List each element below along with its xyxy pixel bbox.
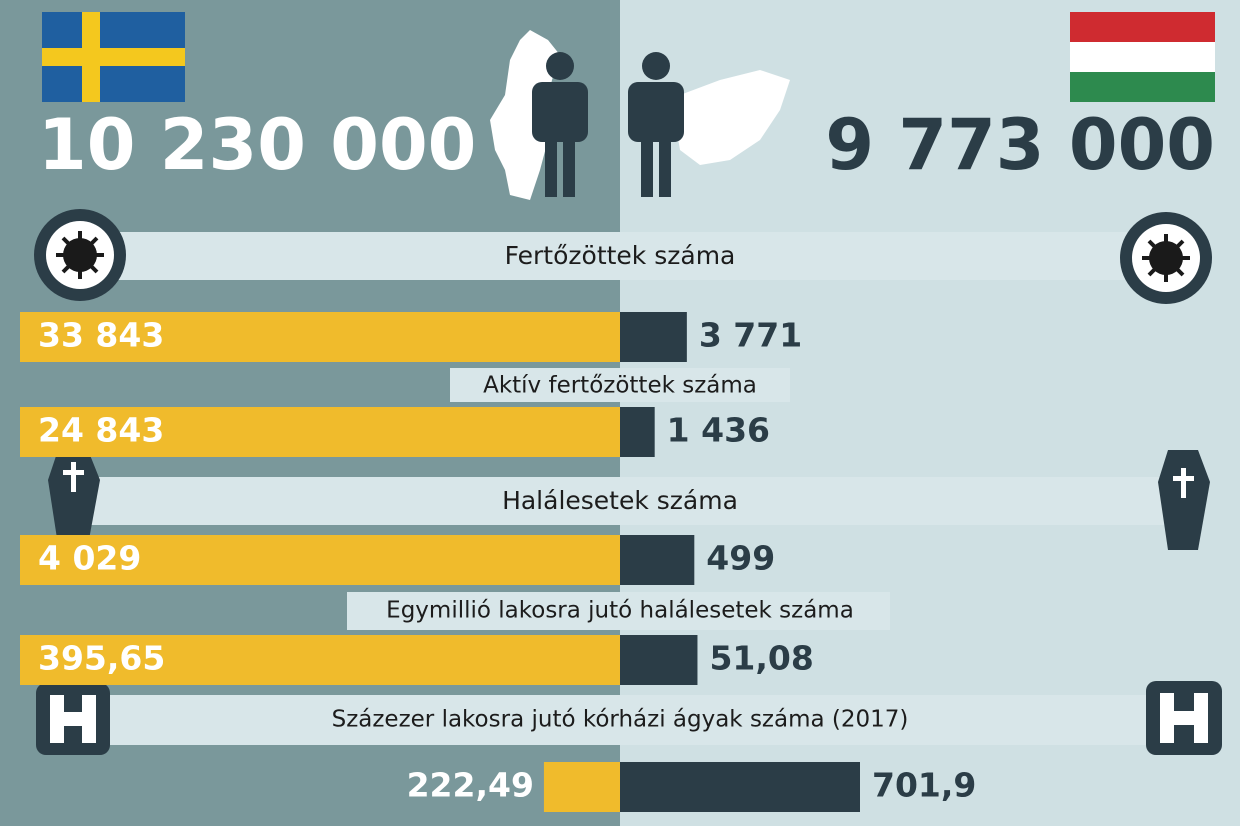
metric-title: Aktív fertőzöttek száma xyxy=(483,373,757,399)
metric-title: Fertőzöttek száma xyxy=(505,241,736,270)
coffin-icon xyxy=(48,450,100,545)
hospital-icon xyxy=(36,683,110,755)
virus-icon xyxy=(1120,212,1212,304)
value-label: 4 029 xyxy=(38,539,141,578)
sweden-flag xyxy=(42,12,185,102)
value-label: 701,9 xyxy=(872,766,976,805)
bar-sweden xyxy=(20,535,620,585)
value-label: 24 843 xyxy=(38,411,164,450)
value-label: 51,08 xyxy=(709,639,813,678)
title-band xyxy=(80,232,1165,280)
subtitle-band xyxy=(347,592,890,630)
bar-sweden xyxy=(20,635,620,685)
bar-hungary xyxy=(620,762,860,812)
bar-hungary xyxy=(620,535,695,585)
hungary-population: 9 773 000 xyxy=(825,104,1215,186)
person-icons xyxy=(532,52,684,197)
bar-hungary xyxy=(620,407,655,457)
bar-sweden xyxy=(543,762,620,812)
hungary-flag xyxy=(1070,12,1215,102)
metric-rows: Fertőzöttek száma 33 843 3 771 Aktív fertőz… xyxy=(20,241,976,812)
title-band xyxy=(72,695,1182,745)
bar-sweden xyxy=(20,312,620,362)
hospital-icon xyxy=(1146,681,1222,755)
value-label: 395,65 xyxy=(38,639,165,678)
value-label: 499 xyxy=(706,539,775,578)
bar-hungary xyxy=(620,312,687,362)
title-band xyxy=(80,477,1185,525)
bar-sweden xyxy=(20,407,620,457)
coffin-icon xyxy=(1158,450,1210,550)
subtitle-band xyxy=(450,368,790,402)
metric-title: Egymillió lakosra jutó halálesetek száma xyxy=(386,598,854,624)
value-label: 3 771 xyxy=(699,316,802,355)
hungary-map xyxy=(675,70,790,165)
bar-hungary xyxy=(620,635,698,685)
value-label: 1 436 xyxy=(667,411,770,450)
value-label: 222,49 xyxy=(407,766,534,805)
virus-icon xyxy=(34,209,126,301)
sweden-map xyxy=(490,30,560,200)
sweden-population: 10 230 000 xyxy=(38,104,476,186)
metric-title: Halálesetek száma xyxy=(502,486,738,515)
value-label: 33 843 xyxy=(38,316,164,355)
metric-title: Százezer lakosra jutó kórházi ágyak szám… xyxy=(332,707,909,733)
